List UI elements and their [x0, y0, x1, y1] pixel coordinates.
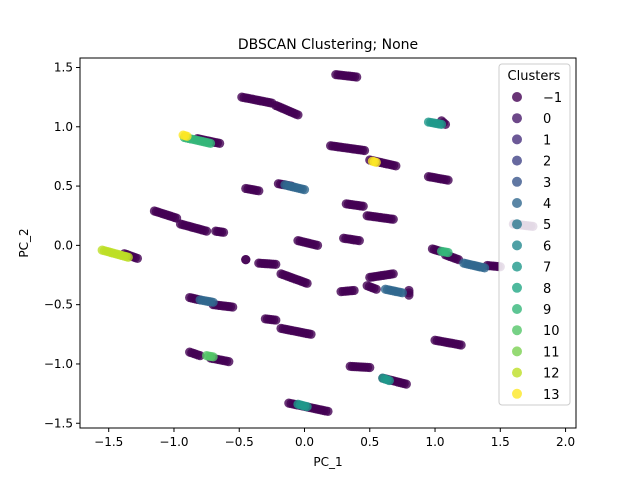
data-point-cluster--1 — [224, 356, 234, 367]
data-points — [97, 70, 538, 416]
x-tick-label: −1.0 — [159, 435, 188, 449]
legend-label: 8 — [543, 282, 551, 297]
x-tick-label: 1.0 — [425, 435, 444, 449]
y-tick-label: −1.0 — [44, 357, 73, 371]
x-axis: −1.5 −1.0 −0.5 0.0 0.5 1.0 1.5 2.0 — [94, 428, 575, 449]
x-tick-label: 1.5 — [491, 435, 510, 449]
plot-frame — [79, 57, 577, 429]
data-point-cluster--1 — [358, 201, 368, 211]
legend-marker — [512, 155, 522, 166]
data-point-cluster--1 — [218, 227, 229, 237]
chart-title: DBSCAN Clustering; None — [238, 37, 418, 53]
legend-label: 4 — [543, 197, 551, 212]
data-point-cluster--1 — [202, 226, 212, 236]
x-axis-label: PC_1 — [313, 455, 342, 469]
legend-label: 9 — [543, 303, 551, 318]
legend-label: 11 — [543, 345, 560, 360]
legend-label: −1 — [543, 91, 562, 106]
data-point-cluster--1 — [352, 72, 362, 82]
data-point-cluster-9 — [443, 247, 453, 258]
data-point-cluster--1 — [349, 285, 359, 296]
data-point-cluster-10 — [208, 352, 218, 362]
x-tick-label: 0.0 — [295, 435, 314, 449]
data-point-cluster--1 — [195, 351, 205, 361]
data-point-cluster--1 — [254, 186, 264, 196]
legend-marker — [512, 176, 522, 187]
legend-marker — [512, 198, 522, 208]
legend-label: 10 — [543, 324, 560, 339]
data-point-cluster-12 — [123, 252, 133, 262]
y-axis-label: PC_2 — [17, 228, 31, 257]
data-point-cluster--1 — [359, 145, 370, 156]
data-point-cluster-7 — [384, 375, 394, 386]
data-point-cluster--1 — [354, 236, 364, 246]
y-tick-label: 0.5 — [54, 179, 73, 193]
data-point-cluster--1 — [215, 138, 225, 148]
legend-marker — [512, 113, 522, 124]
legend-label: 6 — [543, 239, 551, 254]
legend-marker — [512, 325, 522, 336]
data-point-cluster--1 — [302, 278, 312, 288]
data-point-cluster--1 — [443, 175, 453, 185]
data-point-cluster--1 — [401, 379, 411, 389]
data-point-cluster-4 — [208, 297, 218, 307]
legend-marker — [512, 134, 522, 145]
data-point-cluster--1 — [323, 406, 333, 416]
data-point-cluster--1 — [365, 362, 375, 373]
legend-label: 3 — [543, 176, 551, 191]
x-tick-label: −1.5 — [94, 435, 123, 449]
x-tick-label: 0.5 — [360, 435, 379, 449]
data-point-cluster-13 — [182, 131, 192, 141]
legend-marker — [512, 304, 522, 314]
legend-marker — [512, 346, 522, 357]
legend-label: 1 — [543, 133, 551, 148]
y-axis: −1.5 −1.0 −0.5 0.0 0.5 1.0 1.5 — [44, 60, 80, 430]
legend-marker — [512, 219, 522, 230]
data-point-cluster--1 — [456, 340, 466, 350]
data-point-cluster--1 — [132, 253, 143, 264]
data-point-cluster-7 — [436, 119, 447, 130]
legend-label: 12 — [543, 367, 560, 382]
legend-marker — [512, 282, 522, 293]
data-point-cluster--1 — [388, 269, 398, 279]
data-point-cluster-4 — [397, 288, 407, 298]
legend-title: Clusters — [508, 69, 561, 84]
data-point-cluster--1 — [312, 240, 323, 250]
data-point-cluster--1 — [228, 302, 238, 312]
y-tick-label: 0.0 — [54, 238, 73, 252]
x-tick-label: 2.0 — [556, 435, 575, 449]
data-point-cluster-9 — [205, 138, 216, 148]
data-point-cluster-13 — [371, 157, 381, 167]
x-tick-label: −0.5 — [225, 435, 254, 449]
data-point-cluster--1 — [391, 161, 401, 171]
legend-marker — [512, 367, 522, 378]
legend-marker — [512, 388, 522, 399]
data-point-cluster-4 — [299, 185, 310, 195]
data-point-cluster--1 — [306, 329, 316, 339]
legend-label: 5 — [543, 218, 551, 233]
legend-label: 7 — [543, 261, 551, 276]
legend-marker — [512, 261, 522, 272]
data-point-cluster--1 — [271, 259, 281, 269]
legend-box — [498, 63, 571, 406]
data-point-cluster-4 — [480, 263, 490, 273]
data-point-cluster--1 — [271, 315, 281, 325]
legend-marker — [512, 240, 522, 251]
legend-label: 2 — [543, 155, 551, 170]
y-tick-label: 1.0 — [54, 120, 73, 134]
y-tick-label: 1.5 — [54, 60, 73, 74]
data-point-cluster--1 — [371, 284, 381, 294]
legend-marker — [512, 92, 522, 102]
data-point-cluster--1 — [293, 110, 303, 120]
y-tick-label: −0.5 — [44, 298, 73, 312]
data-point-cluster--1 — [388, 214, 398, 224]
legend-label: 0 — [543, 112, 551, 127]
data-point-cluster--1 — [241, 255, 251, 265]
y-tick-label: −1.5 — [44, 416, 73, 430]
data-point-cluster-7 — [302, 402, 312, 412]
legend-label: 13 — [543, 388, 560, 403]
